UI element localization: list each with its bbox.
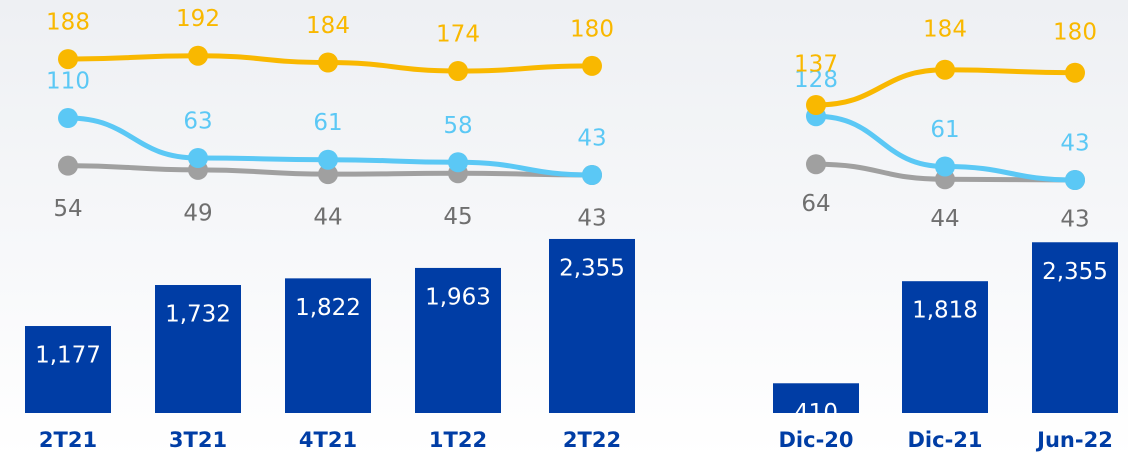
line-point: [806, 95, 826, 115]
bar: [549, 238, 635, 413]
bar: [1032, 242, 1118, 413]
point-label: 110: [46, 69, 90, 95]
bar: [25, 326, 111, 413]
line-point: [188, 148, 208, 168]
category-label: Dic-21: [907, 428, 982, 452]
category-label: 2T22: [563, 428, 621, 452]
bar: [415, 267, 501, 413]
point-label: 137: [794, 52, 838, 78]
point-label: 180: [570, 16, 614, 42]
line-point: [318, 149, 338, 170]
line-point: [318, 164, 338, 185]
point-label: 43: [577, 126, 606, 152]
point-label: 184: [923, 16, 967, 42]
line-point: [448, 152, 468, 173]
point-label: 49: [183, 200, 212, 226]
category-label: 3T21: [169, 428, 227, 452]
point-label: 61: [930, 117, 959, 143]
category-label: 4T21: [299, 428, 357, 452]
category-label: 2T21: [39, 428, 97, 452]
bar: [902, 281, 988, 413]
bar: [285, 278, 371, 413]
bar-label: 1,732: [165, 302, 231, 328]
category-label: Jun-22: [1035, 428, 1113, 452]
category-label: 1T22: [429, 428, 487, 452]
category-label: Dic-20: [778, 428, 853, 452]
point-label: 184: [306, 13, 350, 39]
bar-label: 1,818: [912, 298, 978, 324]
line-point: [806, 154, 826, 175]
point-label: 43: [1060, 131, 1089, 157]
point-label: 188: [46, 10, 90, 36]
point-label: 44: [930, 206, 959, 232]
line-point: [318, 52, 338, 73]
point-label: 61: [313, 110, 342, 136]
line-point: [58, 108, 78, 129]
line-point: [582, 55, 602, 76]
bar: [155, 285, 241, 413]
bar-label: 1,177: [35, 343, 101, 369]
point-label: 180: [1053, 19, 1097, 45]
point-label: 64: [801, 191, 830, 217]
point-label: 128: [794, 67, 838, 93]
line-point: [935, 59, 955, 80]
bar-label: 410: [794, 400, 838, 426]
line-point: [58, 49, 78, 70]
line-point: [448, 61, 468, 81]
bar-label: 2,355: [1042, 259, 1108, 285]
point-label: 43: [577, 206, 606, 232]
bar: [773, 383, 859, 413]
point-label: 174: [436, 22, 480, 48]
line-point: [58, 155, 78, 176]
line-point: [1065, 170, 1085, 190]
point-label: 44: [313, 205, 342, 231]
bar-label: 1,822: [295, 295, 361, 321]
bar-label: 1,963: [425, 284, 491, 310]
line-point: [188, 45, 208, 66]
line-point: [582, 165, 602, 185]
point-label: 63: [183, 109, 212, 135]
point-label: 43: [1060, 207, 1089, 233]
point-label: 192: [176, 6, 220, 32]
bar-label: 2,355: [559, 255, 625, 281]
line-point: [1065, 62, 1085, 83]
point-label: 54: [53, 196, 82, 222]
point-label: 45: [443, 204, 472, 230]
point-label: 58: [443, 113, 472, 139]
line-point: [935, 156, 955, 177]
